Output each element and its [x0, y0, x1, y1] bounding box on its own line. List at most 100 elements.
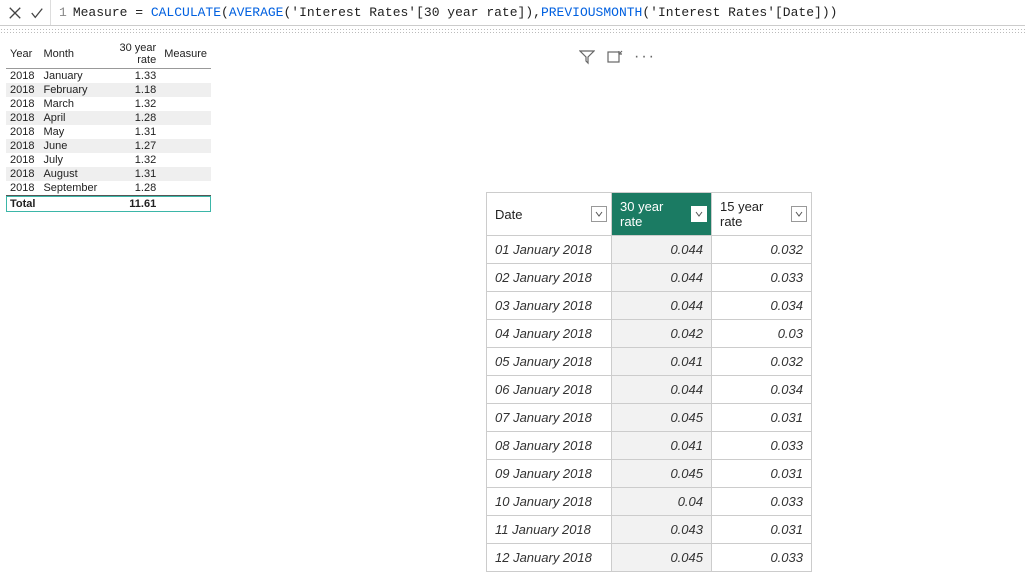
- summary-cell-measure: [160, 83, 211, 97]
- summary-cell-rate: 1.27: [101, 139, 160, 153]
- summary-cell-measure: [160, 69, 211, 84]
- more-options-icon[interactable]: ···: [634, 52, 656, 62]
- summary-cell-measure: [160, 153, 211, 167]
- summary-cell-measure: [160, 97, 211, 111]
- formula-fn-previousmonth: PREVIOUSMONTH: [541, 5, 642, 20]
- summary-cell-month: August: [39, 167, 101, 181]
- summary-cell-year: 2018: [6, 181, 39, 196]
- data-cell-15yr: 0.033: [712, 432, 812, 460]
- summary-cell-month: April: [39, 111, 101, 125]
- table-row[interactable]: 01 January 20180.0440.032: [487, 236, 812, 264]
- table-row[interactable]: 04 January 20180.0420.03: [487, 320, 812, 348]
- summary-cell-rate: 1.32: [101, 153, 160, 167]
- summary-header-month[interactable]: Month: [39, 40, 101, 69]
- data-cell-30yr: 0.045: [612, 544, 712, 572]
- table-row[interactable]: 03 January 20180.0440.034: [487, 292, 812, 320]
- table-row[interactable]: 2018May1.31: [6, 125, 211, 139]
- data-cell-date: 04 January 2018: [487, 320, 612, 348]
- data-cell-15yr: 0.034: [712, 376, 812, 404]
- summary-cell-rate: 1.31: [101, 125, 160, 139]
- data-cell-30yr: 0.044: [612, 376, 712, 404]
- data-header-date[interactable]: Date: [487, 193, 612, 236]
- table-row[interactable]: 10 January 20180.040.033: [487, 488, 812, 516]
- data-cell-30yr: 0.044: [612, 292, 712, 320]
- summary-cell-rate: 1.33: [101, 69, 160, 84]
- summary-cell-month: February: [39, 83, 101, 97]
- data-header-15yr[interactable]: 15 year rate: [712, 193, 812, 236]
- summary-cell-measure: [160, 125, 211, 139]
- data-cell-date: 10 January 2018: [487, 488, 612, 516]
- table-row[interactable]: 2018September1.28: [6, 181, 211, 196]
- data-cell-date: 01 January 2018: [487, 236, 612, 264]
- table-row[interactable]: 2018April1.28: [6, 111, 211, 125]
- summary-cell-month: March: [39, 97, 101, 111]
- data-cell-date: 07 January 2018: [487, 404, 612, 432]
- table-row[interactable]: 2018March1.32: [6, 97, 211, 111]
- data-toolbar: ···: [486, 48, 846, 72]
- table-row[interactable]: 08 January 20180.0410.033: [487, 432, 812, 460]
- workspace: Year Month 30 year rate Measure 2018Janu…: [0, 38, 1025, 536]
- summary-cell-rate: 1.31: [101, 167, 160, 181]
- formula-input[interactable]: 1Measure = CALCULATE(AVERAGE('Interest R…: [53, 3, 1021, 22]
- data-cell-15yr: 0.033: [712, 488, 812, 516]
- focus-mode-icon[interactable]: [606, 48, 624, 66]
- data-cell-15yr: 0.032: [712, 348, 812, 376]
- data-cell-15yr: 0.033: [712, 544, 812, 572]
- summary-cell-measure: [160, 111, 211, 125]
- summary-visual[interactable]: Year Month 30 year rate Measure 2018Janu…: [6, 40, 211, 212]
- summary-cell-month: September: [39, 181, 101, 196]
- rate15-filter-dropdown[interactable]: [791, 206, 807, 222]
- summary-cell-month: July: [39, 153, 101, 167]
- date-filter-dropdown[interactable]: [591, 206, 607, 222]
- data-cell-date: 08 January 2018: [487, 432, 612, 460]
- data-cell-15yr: 0.031: [712, 404, 812, 432]
- formula-line-number: 1: [59, 5, 67, 20]
- summary-header-year[interactable]: Year: [6, 40, 39, 69]
- summary-total-label: Total: [6, 196, 39, 213]
- table-row[interactable]: 07 January 20180.0450.031: [487, 404, 812, 432]
- data-cell-date: 02 January 2018: [487, 264, 612, 292]
- formula-fn-average: AVERAGE: [229, 5, 284, 20]
- data-cell-30yr: 0.044: [612, 264, 712, 292]
- formula-bar: 1Measure = CALCULATE(AVERAGE('Interest R…: [0, 0, 1025, 26]
- summary-cell-year: 2018: [6, 139, 39, 153]
- data-cell-30yr: 0.041: [612, 432, 712, 460]
- table-row[interactable]: 06 January 20180.0440.034: [487, 376, 812, 404]
- cancel-formula-button[interactable]: [4, 2, 26, 24]
- table-row[interactable]: 09 January 20180.0450.031: [487, 460, 812, 488]
- data-cell-15yr: 0.03: [712, 320, 812, 348]
- table-row[interactable]: 2018January1.33: [6, 69, 211, 84]
- data-cell-date: 09 January 2018: [487, 460, 612, 488]
- summary-header-rate[interactable]: 30 year rate: [101, 40, 160, 69]
- rate30-filter-dropdown[interactable]: [691, 206, 707, 222]
- data-panel: ··· Date 30 year rate 15 year rate: [486, 48, 846, 572]
- table-row[interactable]: 02 January 20180.0440.033: [487, 264, 812, 292]
- table-row[interactable]: 2018June1.27: [6, 139, 211, 153]
- table-row[interactable]: 05 January 20180.0410.032: [487, 348, 812, 376]
- summary-cell-year: 2018: [6, 153, 39, 167]
- data-cell-30yr: 0.042: [612, 320, 712, 348]
- data-cell-date: 12 January 2018: [487, 544, 612, 572]
- commit-formula-button[interactable]: [26, 2, 48, 24]
- data-cell-30yr: 0.045: [612, 460, 712, 488]
- data-grid: Date 30 year rate 15 year rate 01 Januar…: [486, 192, 812, 572]
- summary-cell-month: June: [39, 139, 101, 153]
- summary-total-row: Total 11.61: [6, 196, 211, 213]
- summary-cell-year: 2018: [6, 83, 39, 97]
- summary-cell-rate: 1.32: [101, 97, 160, 111]
- summary-cell-year: 2018: [6, 111, 39, 125]
- data-cell-date: 03 January 2018: [487, 292, 612, 320]
- table-row[interactable]: 12 January 20180.0450.033: [487, 544, 812, 572]
- summary-header-row: Year Month 30 year rate Measure: [6, 40, 211, 69]
- summary-total-rate: 11.61: [101, 196, 160, 213]
- data-cell-15yr: 0.034: [712, 292, 812, 320]
- data-header-30yr[interactable]: 30 year rate: [612, 193, 712, 236]
- table-row[interactable]: 2018July1.32: [6, 153, 211, 167]
- data-cell-15yr: 0.033: [712, 264, 812, 292]
- summary-cell-month: May: [39, 125, 101, 139]
- summary-header-measure[interactable]: Measure: [160, 40, 211, 69]
- data-cell-15yr: 0.031: [712, 460, 812, 488]
- table-row[interactable]: 2018February1.18: [6, 83, 211, 97]
- table-row[interactable]: 2018August1.31: [6, 167, 211, 181]
- filter-icon[interactable]: [578, 48, 596, 66]
